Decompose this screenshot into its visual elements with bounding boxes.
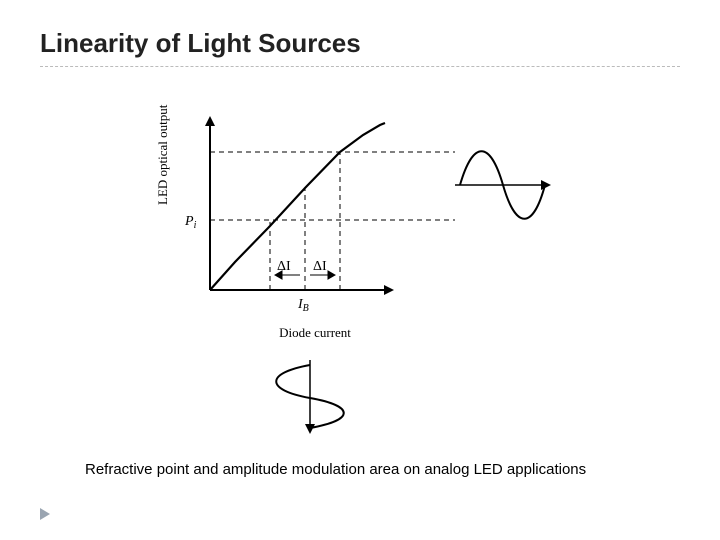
right-sine [455, 151, 551, 219]
bottom-sine [276, 360, 344, 434]
led-curve [210, 123, 385, 290]
page-title: Linearity of Light Sources [40, 28, 361, 59]
y-axis-label: LED optical output [155, 104, 170, 205]
delta-label-1: ΔI [277, 259, 291, 274]
slide-bullet-icon [40, 508, 50, 520]
figure-svg: ΔI ΔI Pi IB LED optical output Diode cur… [155, 90, 565, 440]
delta-label-2: ΔI [313, 259, 327, 274]
x-axis-label: Diode current [279, 325, 351, 340]
title-divider [40, 66, 680, 67]
ib-label: IB [297, 297, 309, 314]
linearity-figure: ΔI ΔI Pi IB LED optical output Diode cur… [155, 90, 565, 440]
main-plot: ΔI ΔI Pi IB LED optical output Diode cur… [155, 104, 455, 340]
dash-lines [210, 152, 455, 290]
figure-caption: Refractive point and amplitude modulatio… [85, 460, 645, 480]
pi-label: Pi [184, 214, 197, 231]
